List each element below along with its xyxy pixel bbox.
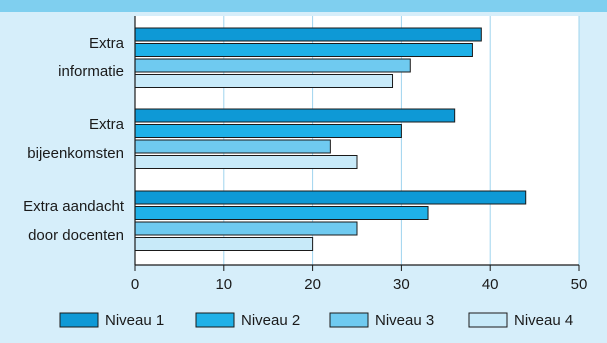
legend-swatch-niveau-1 [59, 312, 99, 328]
category-label-1-line-2: informatie [58, 63, 124, 80]
x-tick-label-30: 30 [393, 276, 410, 293]
bar-cat3-niveau-4 [134, 237, 314, 251]
x-tick-label-0: 0 [131, 276, 139, 293]
x-tick-label-10: 10 [215, 276, 232, 293]
legend-label-niveau-3: Niveau 3 [375, 312, 434, 329]
bar-cat2-niveau-3 [134, 139, 331, 154]
legend-swatch-niveau-2 [195, 312, 235, 328]
legend-swatch-niveau-3 [329, 312, 369, 328]
x-tick-label-40: 40 [482, 276, 499, 293]
legend-label-niveau-1: Niveau 1 [105, 312, 164, 329]
category-label-3-line-2: door docenten [28, 227, 124, 244]
bar-cat3-niveau-2 [134, 206, 429, 220]
x-tick-label-20: 20 [304, 276, 321, 293]
x-tick-label-50: 50 [571, 276, 588, 293]
category-label-3-line-1: Extra aandacht [23, 198, 125, 215]
bar-cat2-niveau-4 [134, 155, 358, 169]
bar-cat1-niveau-2 [134, 43, 473, 57]
bar-cat1-niveau-4 [134, 74, 394, 88]
legend: Niveau 1 Niveau 2 Niveau 3 Niveau 4 [59, 312, 573, 329]
chart-top-strip [0, 0, 607, 12]
category-labels: Extra informatie Extra bijeenkomsten Extra a… [23, 35, 125, 244]
bar-cat3-niveau-3 [134, 221, 358, 236]
legend-label-niveau-2: Niveau 2 [241, 312, 300, 329]
category-label-2-line-2: bijeenkomsten [27, 145, 124, 162]
category-label-2-line-1: Extra [89, 116, 125, 133]
bar-cat3-niveau-1 [134, 190, 527, 205]
bar-cat1-niveau-1 [134, 27, 482, 42]
bar-cat2-niveau-2 [134, 124, 402, 138]
category-label-1-line-1: Extra [89, 35, 125, 52]
bar-cat1-niveau-3 [134, 58, 411, 73]
bar-cat2-niveau-1 [134, 108, 456, 123]
legend-label-niveau-4: Niveau 4 [514, 312, 573, 329]
axes: 0 10 20 30 40 50 [131, 16, 588, 293]
bars [134, 27, 527, 251]
legend-swatch-niveau-4 [468, 312, 508, 328]
